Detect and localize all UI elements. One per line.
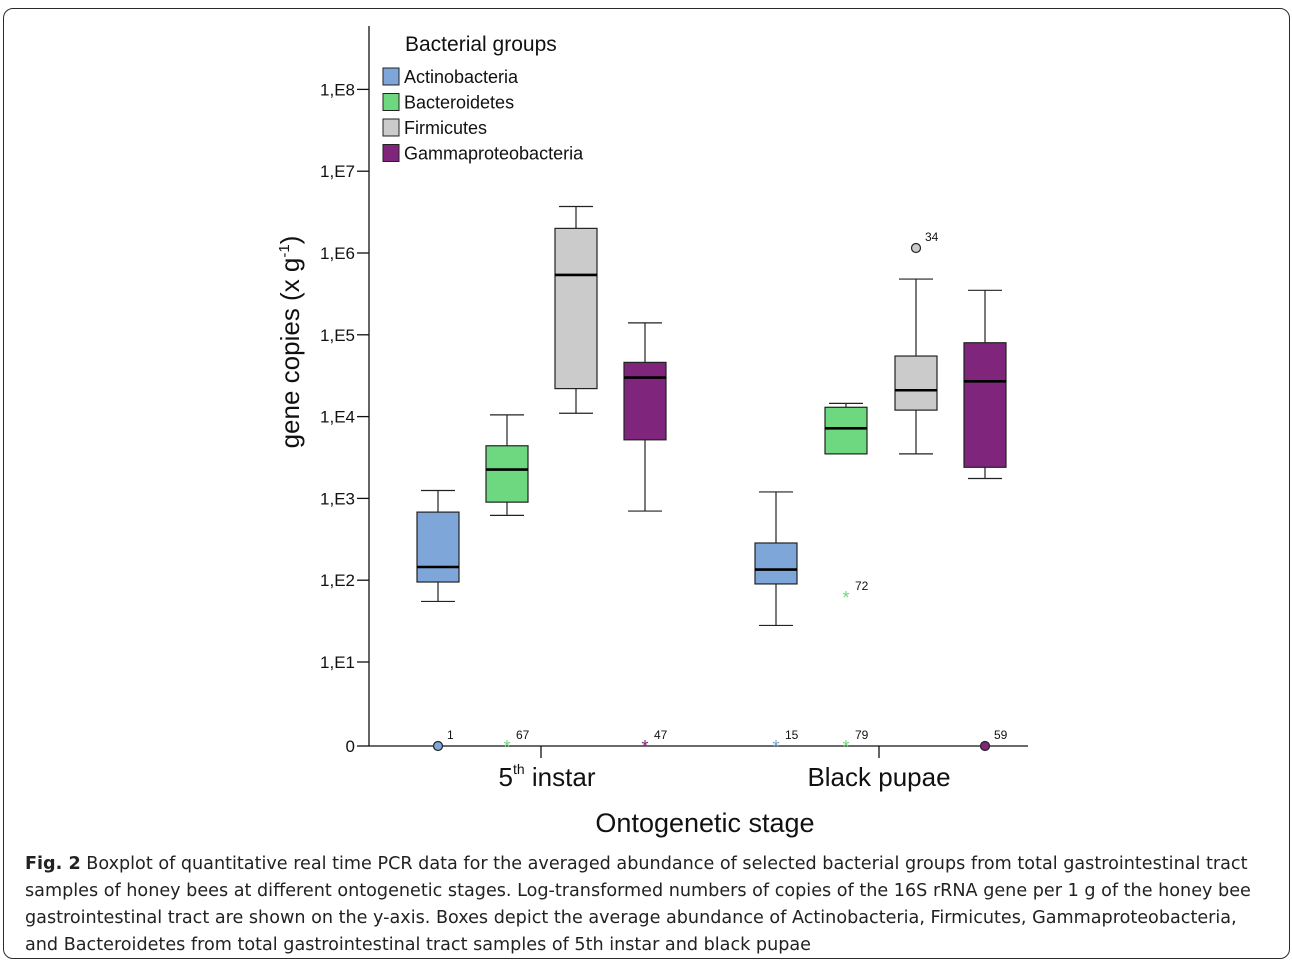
outlier-label: 72 xyxy=(855,579,869,593)
outlier-label: 15 xyxy=(785,728,799,742)
box-firmicutes xyxy=(554,227,598,390)
figure-label: Fig. 2 xyxy=(25,854,81,874)
y-tick-label: 1,E2 xyxy=(320,571,355,590)
outlier-star: * xyxy=(503,737,510,757)
y-tick-label: 1,E8 xyxy=(320,80,355,99)
outlier-label: 1 xyxy=(447,728,454,742)
x-tick-label: Black pupae xyxy=(807,762,950,792)
x-tick-label-main: 5 xyxy=(499,762,513,792)
box-gammaproteobacteria xyxy=(963,342,1007,468)
box-bacteroidetes xyxy=(824,406,868,455)
box-actinobacteria xyxy=(754,542,798,585)
legend-swatch xyxy=(382,118,400,137)
outliers: 1 * 15 * 67 * 72 * 79 34 * 47 59 xyxy=(432,230,1008,757)
x-tick-label-superscript: th xyxy=(513,761,525,777)
outlier-circle xyxy=(979,740,991,752)
x-tick-label-rest: instar xyxy=(525,762,596,792)
y-axis-title: gene copies (x g-1) xyxy=(275,236,305,449)
caption-text: Boxplot of quantitative real time PCR da… xyxy=(25,854,1251,955)
outlier-star: * xyxy=(772,737,779,757)
y-axis-title-close: ) xyxy=(275,236,305,245)
outlier-star: * xyxy=(641,737,648,757)
y-tick-label: 1,E7 xyxy=(320,162,355,181)
box-actinobacteria xyxy=(416,511,460,583)
box-firmicutes xyxy=(894,355,938,411)
legend-swatch xyxy=(382,144,400,162)
x-tick-label-main: Black pupae xyxy=(807,762,950,792)
y-tick-label: 1,E4 xyxy=(320,408,355,427)
y-tick-label: 1,E1 xyxy=(320,653,355,672)
boxes xyxy=(416,205,1007,627)
outlier-circle xyxy=(910,242,922,254)
legend-entry: Gammaproteobacteria xyxy=(404,144,584,164)
outlier-label: 47 xyxy=(654,728,668,742)
legend-entry: Firmicutes xyxy=(404,118,487,138)
outlier-star: * xyxy=(842,737,849,757)
y-tick-label: 1,E3 xyxy=(320,489,355,508)
y-tick-label: 1,E5 xyxy=(320,326,355,345)
outlier-label: 67 xyxy=(516,728,530,742)
y-tick-label: 0 xyxy=(346,737,355,756)
legend-entry: Bacteroidetes xyxy=(404,93,514,113)
outlier-circle xyxy=(432,740,444,752)
y-axis-title-main: gene copies (x g xyxy=(275,258,305,449)
axes: 0 1,E1 1,E2 1,E3 1,E4 1,E5 1,E6 1,E7 1,E8 5th ins… xyxy=(320,26,1028,792)
outlier-label: 34 xyxy=(925,230,939,244)
outlier-label: 59 xyxy=(994,728,1008,742)
x-axis-title: Ontogenetic stage xyxy=(595,808,814,838)
y-tick-label: 1,E6 xyxy=(320,244,355,263)
legend-title: Bacterial groups xyxy=(405,33,557,56)
legend-swatch xyxy=(382,93,400,111)
legend-swatch xyxy=(382,67,400,86)
boxplot-chart: 0 1,E1 1,E2 1,E3 1,E4 1,E5 1,E6 1,E7 1,E8 5th ins… xyxy=(275,26,1028,838)
box-gammaproteobacteria xyxy=(623,361,667,441)
legend-entry: Actinobacteria xyxy=(404,67,519,87)
x-tick-label: 5th instar xyxy=(499,761,596,792)
y-axis-title-superscript: -1 xyxy=(276,244,293,257)
box-bacteroidetes xyxy=(485,445,529,503)
outlier-star: * xyxy=(842,588,849,608)
figure-frame xyxy=(3,8,1290,959)
outlier-label: 79 xyxy=(855,728,869,742)
figure-caption: Fig. 2 Boxplot of quantitative real time… xyxy=(25,851,1275,959)
legend: Bacterial groups Actinobacteria Bacteroide… xyxy=(382,33,584,164)
